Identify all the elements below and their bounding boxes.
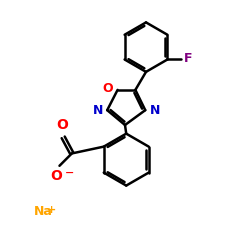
Text: F: F [184, 52, 192, 66]
Text: −: − [65, 168, 74, 178]
Text: O: O [102, 82, 113, 95]
Text: N: N [92, 104, 103, 117]
Text: +: + [47, 204, 56, 214]
Text: O: O [50, 170, 62, 183]
Text: N: N [150, 104, 160, 117]
Text: Na: Na [34, 205, 52, 218]
Text: O: O [56, 118, 68, 132]
